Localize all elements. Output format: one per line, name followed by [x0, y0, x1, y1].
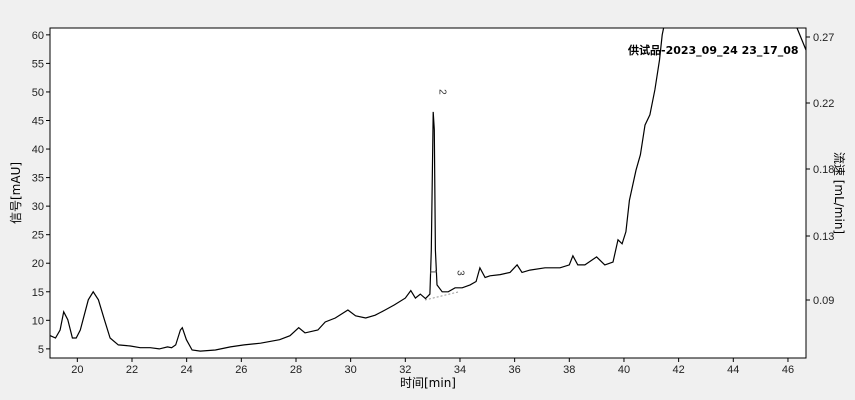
y-axis-label: 信号[mAU]: [9, 162, 23, 224]
x-tick-label: 28: [290, 364, 302, 376]
plot-area: [49, 27, 807, 359]
y2-axis-label: 流速 [mL/min]: [832, 152, 846, 234]
x-tick-label: 44: [727, 364, 739, 376]
peak-label: 1: [427, 269, 438, 275]
y-tick-label: 55: [32, 58, 44, 70]
x-tick-label: 36: [509, 364, 521, 376]
peak-label: 2: [436, 89, 447, 95]
y-tick-label: 25: [32, 230, 44, 242]
y-tick-label: 60: [32, 30, 44, 42]
y2-tick-label: 0.27: [813, 32, 834, 44]
x-tick-label: 26: [235, 364, 247, 376]
y-tick-label: 50: [32, 87, 44, 99]
x-axis-label: 时间[min]: [400, 376, 456, 390]
peak-label: 3: [454, 270, 465, 276]
chart-title: 供试品-2023_09_24 23_17_08: [627, 43, 799, 57]
peak-baseline: [424, 291, 459, 301]
y-tick-label: 20: [32, 258, 44, 270]
x-tick-label: 40: [618, 364, 630, 376]
y-tick-label: 35: [32, 173, 44, 185]
y-tick-label: 45: [32, 115, 44, 127]
y-tick-label: 15: [32, 287, 44, 299]
y2-tick-label: 0.09: [813, 295, 834, 307]
x-tick-label: 38: [563, 364, 575, 376]
flow-trace: [796, 27, 807, 51]
x-tick-label: 22: [126, 364, 138, 376]
y2-tick-label: 0.18: [813, 164, 834, 176]
x-tick-label: 24: [181, 364, 193, 376]
x-tick-label: 30: [345, 364, 357, 376]
signal-trace: [50, 27, 665, 352]
y-tick-label: 10: [32, 315, 44, 327]
x-tick-label: 42: [673, 364, 685, 376]
y2-tick-label: 0.13: [813, 231, 834, 243]
x-tick-label: 20: [71, 364, 83, 376]
y-tick-label: 40: [32, 144, 44, 156]
x-tick-label: 34: [454, 364, 466, 376]
y2-tick-label: 0.22: [813, 98, 834, 110]
y-tick-label: 30: [32, 201, 44, 213]
x-tick-label: 32: [399, 364, 411, 376]
y-tick-label: 5: [38, 344, 44, 356]
x-tick-label: 46: [782, 364, 794, 376]
